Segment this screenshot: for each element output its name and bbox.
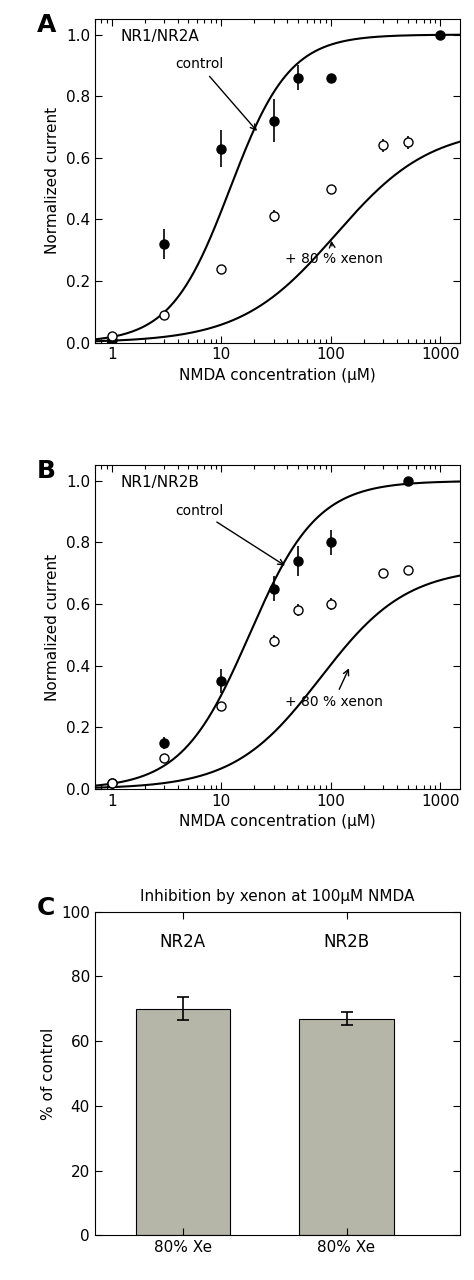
Text: control: control xyxy=(175,58,256,129)
Bar xyxy=(136,1009,230,1235)
Bar xyxy=(299,1019,394,1235)
Y-axis label: Normalized current: Normalized current xyxy=(45,554,60,700)
Text: NR2A: NR2A xyxy=(160,933,206,951)
Text: NR2B: NR2B xyxy=(323,933,370,951)
Title: Inhibition by xenon at 100μM NMDA: Inhibition by xenon at 100μM NMDA xyxy=(140,888,414,904)
Text: NR1/NR2B: NR1/NR2B xyxy=(120,475,199,490)
Text: A: A xyxy=(36,13,56,37)
Text: + 80 % xenon: + 80 % xenon xyxy=(284,669,383,709)
X-axis label: NMDA concentration (μM): NMDA concentration (μM) xyxy=(179,814,376,829)
Y-axis label: Normalized current: Normalized current xyxy=(45,108,60,255)
Text: control: control xyxy=(175,504,283,564)
Text: B: B xyxy=(36,460,55,483)
Text: C: C xyxy=(36,896,55,919)
Y-axis label: % of control: % of control xyxy=(40,1028,55,1120)
X-axis label: NMDA concentration (μM): NMDA concentration (μM) xyxy=(179,369,376,383)
Text: + 80 % xenon: + 80 % xenon xyxy=(284,242,383,265)
Text: NR1/NR2A: NR1/NR2A xyxy=(120,29,199,44)
